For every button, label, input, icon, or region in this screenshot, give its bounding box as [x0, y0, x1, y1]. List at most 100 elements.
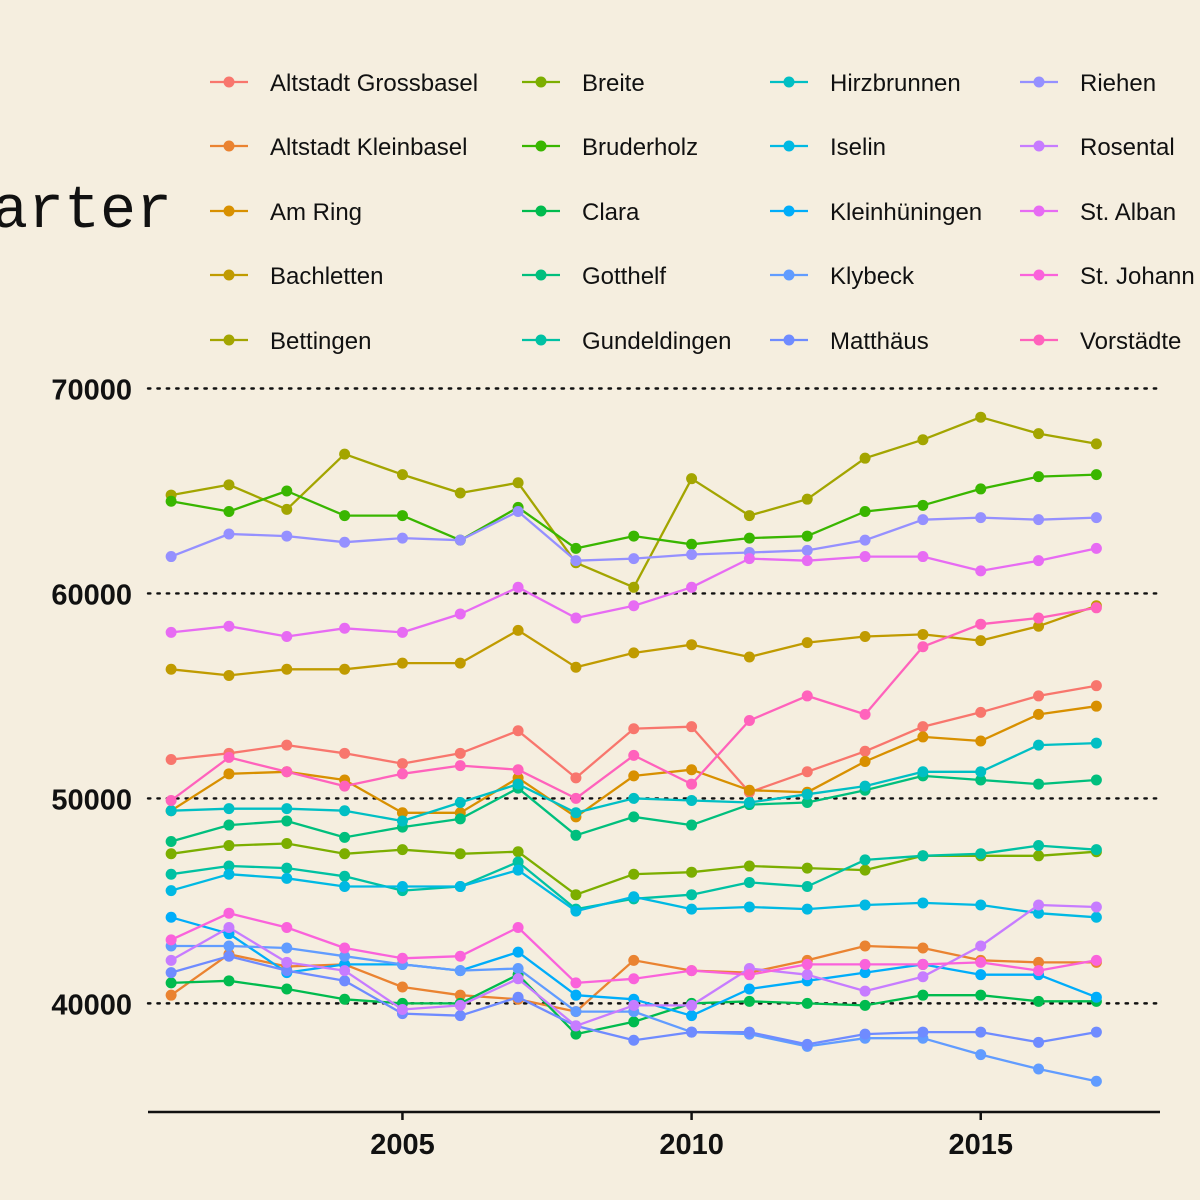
legend-item: Rosental — [1020, 134, 1175, 161]
data-point — [975, 989, 987, 1001]
data-point — [686, 999, 698, 1011]
data-point — [743, 715, 755, 727]
legend-key-point — [783, 334, 795, 346]
data-point — [165, 626, 177, 638]
data-point — [801, 637, 813, 649]
data-point — [859, 534, 871, 546]
legend-item: Iselin — [770, 134, 886, 161]
plot-area — [165, 411, 1102, 1087]
data-point — [281, 766, 293, 778]
data-point — [570, 977, 582, 989]
data-point — [339, 993, 351, 1005]
data-point — [686, 538, 698, 550]
legend-label: Matthäus — [830, 328, 929, 355]
data-point — [686, 1010, 698, 1022]
data-point — [570, 772, 582, 784]
data-point — [686, 581, 698, 593]
data-point — [975, 512, 987, 524]
data-point — [223, 907, 235, 919]
data-point — [801, 903, 813, 915]
y-tick-label: 40000 — [51, 989, 132, 1021]
data-point — [917, 514, 929, 526]
data-point — [686, 473, 698, 485]
legend-label: Bachletten — [270, 263, 383, 290]
data-point — [628, 723, 640, 735]
data-point — [975, 969, 987, 981]
series — [165, 505, 1102, 567]
data-point — [1033, 471, 1045, 483]
data-point — [975, 766, 987, 778]
data-point — [1033, 612, 1045, 624]
data-point — [686, 819, 698, 831]
legend-item: St. Alban — [1020, 199, 1176, 226]
legend-key-point — [223, 76, 235, 88]
data-point — [1090, 1026, 1102, 1038]
data-point — [743, 995, 755, 1007]
data-point — [396, 469, 408, 481]
data-point — [570, 661, 582, 673]
data-point — [570, 1006, 582, 1018]
data-point — [512, 922, 524, 934]
data-point — [859, 452, 871, 464]
data-point — [975, 940, 987, 952]
data-point — [743, 969, 755, 981]
data-point — [454, 950, 466, 962]
data-point — [743, 651, 755, 663]
data-point — [686, 866, 698, 878]
data-point — [628, 891, 640, 903]
data-point — [281, 862, 293, 874]
data-point — [339, 831, 351, 843]
data-point — [628, 553, 640, 565]
data-point — [454, 487, 466, 499]
data-point — [454, 965, 466, 977]
data-point — [454, 760, 466, 772]
y-tick-label: 60000 — [51, 579, 132, 611]
legend-label: Gotthelf — [582, 263, 666, 290]
data-point — [801, 797, 813, 809]
data-point — [223, 768, 235, 780]
data-point — [1033, 778, 1045, 790]
data-point — [223, 860, 235, 872]
data-point — [743, 1026, 755, 1038]
data-point — [1033, 850, 1045, 862]
data-point — [512, 856, 524, 868]
data-point — [801, 788, 813, 800]
data-point — [975, 706, 987, 718]
data-point — [1090, 680, 1102, 692]
data-point — [975, 899, 987, 911]
data-point — [396, 768, 408, 780]
data-point — [859, 864, 871, 876]
data-point — [859, 505, 871, 517]
data-point — [1033, 1036, 1045, 1048]
legend-label: Bruderholz — [582, 134, 698, 161]
data-point — [165, 911, 177, 923]
data-point — [628, 749, 640, 761]
data-point — [165, 495, 177, 507]
data-point — [165, 805, 177, 817]
data-point — [743, 532, 755, 544]
data-point — [1090, 954, 1102, 966]
legend-label: Altstadt Kleinbasel — [270, 134, 467, 161]
legend-label: Gundeldingen — [582, 328, 731, 355]
data-point — [743, 901, 755, 913]
data-point — [686, 764, 698, 776]
series — [165, 950, 1102, 1050]
data-point — [859, 745, 871, 757]
data-point — [165, 868, 177, 880]
data-point — [628, 792, 640, 804]
data-point — [339, 805, 351, 817]
data-point — [281, 503, 293, 515]
data-point — [1033, 514, 1045, 526]
data-point — [454, 534, 466, 546]
data-point — [917, 628, 929, 640]
data-point — [917, 971, 929, 983]
data-point — [628, 1034, 640, 1046]
grid-lines — [146, 387, 1162, 1005]
legend-item: Bachletten — [210, 263, 383, 290]
data-point — [281, 630, 293, 642]
data-point — [339, 448, 351, 460]
data-point — [859, 756, 871, 768]
data-point — [165, 794, 177, 806]
data-point — [396, 881, 408, 893]
data-point — [628, 530, 640, 542]
